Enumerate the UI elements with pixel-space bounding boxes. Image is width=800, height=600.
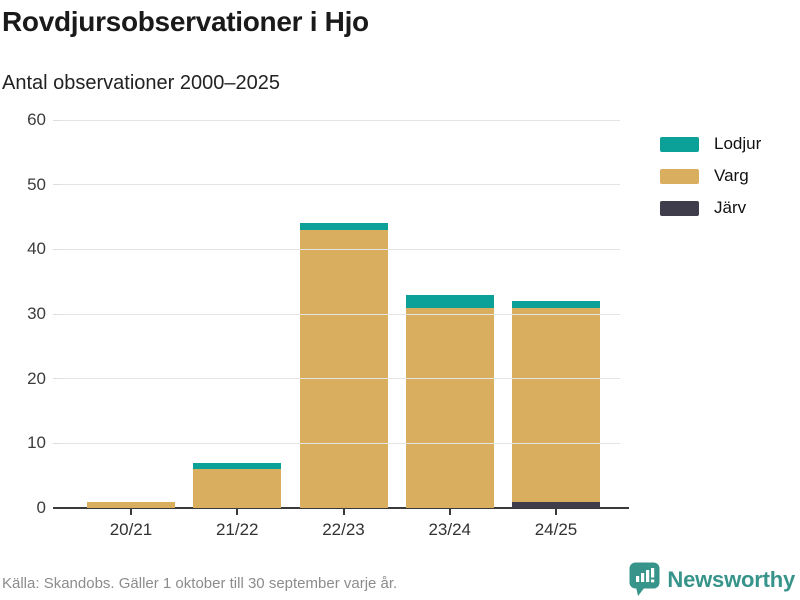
legend-label: Varg bbox=[714, 166, 749, 185]
x-axis-labels: 20/21 21/22 22/23 23/24 24/25 bbox=[62, 509, 620, 540]
x-tick bbox=[448, 509, 451, 515]
y-tick-50 bbox=[53, 184, 62, 186]
bar-segment-varg-22-23[interactable] bbox=[299, 229, 388, 508]
y-axis-label-30: 30 bbox=[27, 304, 46, 323]
x-tick bbox=[236, 509, 239, 515]
x-cell-21-22: 21/22 bbox=[193, 509, 281, 540]
chart-subtitle: Antal observationer 2000–2025 bbox=[2, 72, 280, 94]
newsworthy-bubble-chart-icon bbox=[629, 562, 660, 596]
gridline-y-60 bbox=[62, 119, 620, 121]
legend-item-lodjur[interactable]: Lodjur bbox=[660, 134, 761, 154]
plot-area: 0 10 20 30 40 50 60 bbox=[27, 110, 629, 517]
y-axis-label-60: 60 bbox=[27, 110, 46, 129]
bar-23-24[interactable] bbox=[405, 294, 494, 508]
bar-segment-varg-21-22[interactable] bbox=[193, 469, 282, 508]
y-axis-label-0: 0 bbox=[36, 498, 46, 517]
newsworthy-logo[interactable]: Newsworthy bbox=[629, 562, 795, 597]
x-axis-label: 24/25 bbox=[534, 520, 578, 539]
gridline-y-30 bbox=[62, 313, 620, 315]
x-tick bbox=[342, 509, 345, 515]
bar-segment-lodjur-21-22[interactable] bbox=[193, 462, 282, 470]
y-axis-label-20: 20 bbox=[27, 368, 46, 388]
legend-swatch-varg bbox=[660, 168, 699, 184]
legend-swatch-järv bbox=[660, 200, 699, 216]
gridline-y-50 bbox=[62, 184, 620, 186]
legend-label: Lodjur bbox=[714, 134, 762, 153]
bar-20-21[interactable] bbox=[87, 501, 175, 508]
y-tick-10 bbox=[53, 442, 62, 444]
bar-segment-lodjur-22-23[interactable] bbox=[299, 223, 388, 230]
y-axis-label-40: 40 bbox=[27, 239, 46, 259]
bar-segment-varg-24-25[interactable] bbox=[512, 307, 600, 502]
x-cell-20-21: 20/21 bbox=[87, 509, 175, 540]
bars-row bbox=[62, 120, 620, 508]
gridline-y-40 bbox=[62, 248, 620, 250]
newsworthy-wordmark: Newsworthy bbox=[667, 566, 795, 592]
legend: Lodjur Varg Järv bbox=[660, 134, 761, 230]
y-tick-20 bbox=[53, 378, 62, 380]
bar-segment-varg-20-21[interactable] bbox=[87, 501, 175, 508]
x-cell-24-25: 24/25 bbox=[512, 509, 600, 540]
y-tick-40 bbox=[53, 248, 62, 250]
legend-item-järv[interactable]: Järv bbox=[660, 198, 761, 218]
page-title: Rovdjursobservationer i Hjo bbox=[2, 6, 369, 37]
x-cell-23-24: 23/24 bbox=[406, 509, 494, 540]
legend-item-varg[interactable]: Varg bbox=[660, 166, 761, 186]
bar-segment-lodjur-24-25[interactable] bbox=[512, 301, 600, 308]
x-tick bbox=[130, 509, 132, 515]
y-axis-label-50: 50 bbox=[27, 174, 46, 194]
y-tick-60 bbox=[53, 119, 62, 121]
bar-21-22[interactable] bbox=[193, 462, 282, 508]
x-axis-label: 20/21 bbox=[109, 520, 153, 539]
y-tick-30 bbox=[53, 313, 62, 315]
gridline-y-10 bbox=[62, 442, 620, 444]
gridline-y-20 bbox=[62, 378, 620, 380]
x-cell-22-23: 22/23 bbox=[300, 509, 388, 540]
x-axis-line bbox=[53, 507, 629, 509]
x-tick bbox=[555, 509, 557, 515]
bar-segment-järv-24-25[interactable] bbox=[512, 501, 600, 508]
legend-label: Järv bbox=[714, 198, 747, 217]
y-axis-label-10: 10 bbox=[27, 433, 46, 453]
bar-segment-varg-23-24[interactable] bbox=[405, 307, 494, 508]
x-axis-label: 22/23 bbox=[322, 520, 365, 539]
source-note: Källa: Skandobs. Gäller 1 oktober till 3… bbox=[2, 575, 398, 592]
bar-22-23[interactable] bbox=[299, 223, 388, 508]
x-axis-label: 23/24 bbox=[428, 520, 472, 539]
bar-24-25[interactable] bbox=[512, 301, 600, 508]
x-axis-label: 21/22 bbox=[215, 520, 259, 539]
legend-swatch-lodjur bbox=[660, 136, 699, 152]
bar-segment-lodjur-23-24[interactable] bbox=[405, 294, 494, 308]
